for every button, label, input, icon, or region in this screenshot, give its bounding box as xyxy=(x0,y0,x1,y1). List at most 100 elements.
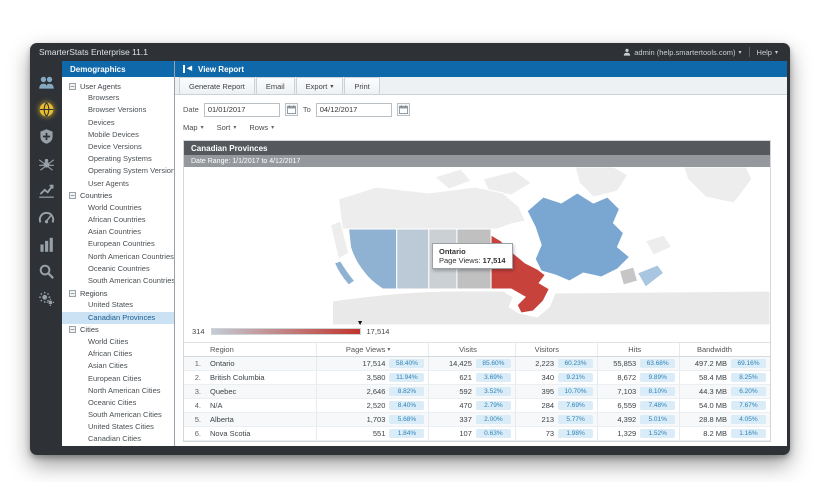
sidebar-item-asian-cities[interactable]: Asian Cities xyxy=(88,361,128,371)
sidebar-item-african-countries[interactable]: African Countries xyxy=(88,215,146,225)
chart-trend-icon[interactable] xyxy=(37,181,55,199)
map-region-vancouver-island[interactable] xyxy=(333,260,356,286)
map-tooltip: Ontario Page Views: 17,514 xyxy=(432,243,513,269)
map-region-alaska[interactable] xyxy=(329,220,350,260)
bar-chart-icon[interactable] xyxy=(37,235,55,253)
sidebar-group-label: Cities xyxy=(80,325,99,335)
sidebar-item-united-states-cities[interactable]: United States Cities xyxy=(88,422,154,432)
table-row[interactable]: 5. Alberta 1,703 5.68% 337 2.00% 213 5.77% 4,392… xyxy=(184,413,770,427)
map-region-banks-island[interactable] xyxy=(433,168,472,190)
sidebar-item-united-states[interactable]: United States xyxy=(88,300,134,310)
metric-value: 1,329 xyxy=(617,429,637,438)
shield-plus-icon[interactable] xyxy=(37,127,55,145)
table-row[interactable]: 1. Ontario 17,514 58.40% 14,425 85.60% 2,223 60… xyxy=(184,357,770,371)
column-header-region[interactable]: Region xyxy=(210,345,234,354)
sidebar-item-canadian-provinces[interactable]: Canadian Provinces xyxy=(62,311,174,324)
end-date-input[interactable] xyxy=(315,102,392,117)
spider-icon[interactable] xyxy=(37,154,55,172)
map-region-territories[interactable] xyxy=(337,186,526,230)
report-header: ◀ View Report xyxy=(175,61,787,77)
rows-dropdown[interactable]: Rows ▾ xyxy=(249,123,274,132)
collapse-box-icon[interactable]: − xyxy=(69,288,76,298)
map-region-nova-scotia[interactable] xyxy=(636,264,665,288)
sidebar-group-countries[interactable]: − Countries xyxy=(62,190,174,202)
collapse-box-icon[interactable]: − xyxy=(69,81,76,91)
sidebar-group-user-agents[interactable]: − User Agents xyxy=(62,80,174,92)
sidebar-item-oceanic-cities[interactable]: Oceanic Cities xyxy=(88,397,137,407)
sidebar-item-south-american-cities[interactable]: South American Cities xyxy=(88,410,162,420)
sidebar-item-device-versions[interactable]: Device Versions xyxy=(88,141,142,151)
column-header-visits[interactable]: Visits xyxy=(428,343,514,356)
sidebar-item-european-countries[interactable]: European Countries xyxy=(88,239,155,249)
map-region-greenland[interactable] xyxy=(683,167,753,204)
map-region-alberta[interactable] xyxy=(396,228,430,290)
map-region-new-brunswick[interactable] xyxy=(618,266,639,286)
sidebar-item-african-cities[interactable]: African Cities xyxy=(88,349,133,359)
map-dropdown[interactable]: Map ▾ xyxy=(183,123,204,132)
help-menu[interactable]: Help ▾ xyxy=(757,48,778,57)
metric-cell: 58.4 MB 8.25% xyxy=(679,371,770,384)
table-row[interactable]: 2. British Columbia 3,580 11.94% 621 3.69% 340… xyxy=(184,371,770,385)
map-region-victoria-island[interactable] xyxy=(482,170,533,196)
column-header-bandwidth[interactable]: Bandwidth xyxy=(679,343,770,356)
sidebar-item-mobile-devices[interactable]: Mobile Devices xyxy=(88,129,139,139)
sidebar-item-asian-countries[interactable]: Asian Countries xyxy=(88,227,141,237)
column-header-page-views[interactable]: Page Views ▾ xyxy=(316,343,428,356)
sidebar-item-european-cities[interactable]: European Cities xyxy=(88,373,142,383)
column-header-label: Visits xyxy=(459,345,477,354)
column-header-visitors[interactable]: Visitors xyxy=(514,343,597,356)
map-region-british-columbia[interactable] xyxy=(348,228,398,290)
map-region-quebec[interactable] xyxy=(526,192,631,282)
sidebar-item-canadian-cities[interactable]: Canadian Cities xyxy=(88,434,141,444)
metric-percent-badge: 85.60% xyxy=(475,359,511,368)
sidebar-item-operating-systems[interactable]: Operating Systems xyxy=(88,154,152,164)
title-bar: SmarterStats Enterprise 11.1 admin (help… xyxy=(30,43,787,61)
user-menu[interactable]: admin (help.smartertools.com) ▾ xyxy=(623,48,742,57)
sidebar-item-user-agents[interactable]: User Agents xyxy=(88,178,129,188)
metric-percent-badge: 11.94% xyxy=(389,373,425,382)
table-row[interactable]: 4. N/A 2,520 8.40% 470 2.79% 284 7.69% 6,559 7.48… xyxy=(184,399,770,413)
sidebar-item-north-american-cities[interactable]: North American Cities xyxy=(88,385,161,395)
panel-date-range: Date Range: 1/1/2017 to 4/12/2017 xyxy=(184,155,770,167)
sidebar-item-operating-system-versions[interactable]: Operating System Versions xyxy=(88,166,174,176)
search-icon[interactable] xyxy=(37,262,55,280)
sidebar-item-oceanic-countries[interactable]: Oceanic Countries xyxy=(88,263,150,273)
start-date-input[interactable] xyxy=(203,102,280,117)
calendar-icon[interactable] xyxy=(396,103,410,116)
sidebar-item-world-countries[interactable]: World Countries xyxy=(88,202,142,212)
sidebar-group-cities[interactable]: − Cities xyxy=(62,324,174,336)
sidebar-item-north-american-countries[interactable]: North American Countries xyxy=(88,251,174,261)
toolbar-email-button[interactable]: Email xyxy=(255,77,295,94)
gears-icon[interactable] xyxy=(37,289,55,307)
map-legend: 314 ▼ 17,514 xyxy=(184,320,770,342)
toolbar-export-button[interactable]: Export ▾ xyxy=(295,77,344,94)
calendar-icon[interactable] xyxy=(284,103,298,116)
sidebar-item-browser-versions[interactable]: Browser Versions xyxy=(88,105,147,115)
collapse-box-icon[interactable]: − xyxy=(69,191,76,201)
column-header-label: Bandwidth xyxy=(696,345,732,354)
map-region-baffin[interactable] xyxy=(574,167,629,198)
gauge-icon[interactable] xyxy=(37,208,55,226)
map-region-newfoundland[interactable] xyxy=(644,234,673,256)
row-rank: 6. xyxy=(194,429,201,438)
collapse-sidebar-icon[interactable]: ◀ xyxy=(183,65,192,73)
sidebar-group-regions[interactable]: − Regions xyxy=(62,287,174,299)
column-header-hits[interactable]: Hits xyxy=(597,343,679,356)
sidebar-item-devices[interactable]: Devices xyxy=(88,117,115,127)
metric-percent-badge: 8.10% xyxy=(640,387,676,396)
sort-dropdown[interactable]: Sort ▾ xyxy=(217,123,237,132)
globe-icon[interactable] xyxy=(37,100,55,118)
toolbar-generate-report-button[interactable]: Generate Report xyxy=(179,77,255,94)
sidebar-item-browsers[interactable]: Browsers xyxy=(88,93,120,103)
view-options-row: Map ▾ Sort ▾ Rows ▾ xyxy=(183,119,787,135)
table-row[interactable]: 3. Quebec 2,646 8.82% 592 3.52% 395 10.70% 7,103… xyxy=(184,385,770,399)
map-region-united-states[interactable] xyxy=(332,290,770,325)
toolbar-print-button[interactable]: Print xyxy=(344,77,380,94)
collapse-box-icon[interactable]: − xyxy=(69,325,76,335)
dropdown-label: Rows xyxy=(249,122,269,132)
sidebar-item-world-cities[interactable]: World Cities xyxy=(88,336,129,346)
users-icon[interactable] xyxy=(37,73,55,91)
sidebar-item-south-american-countries[interactable]: South American Countries xyxy=(88,276,174,285)
metric-percent-badge: 5.01% xyxy=(640,415,676,424)
table-row[interactable]: 6. Nova Scotia 551 1.84% 107 0.63% 73 1.98% 1,32… xyxy=(184,427,770,441)
